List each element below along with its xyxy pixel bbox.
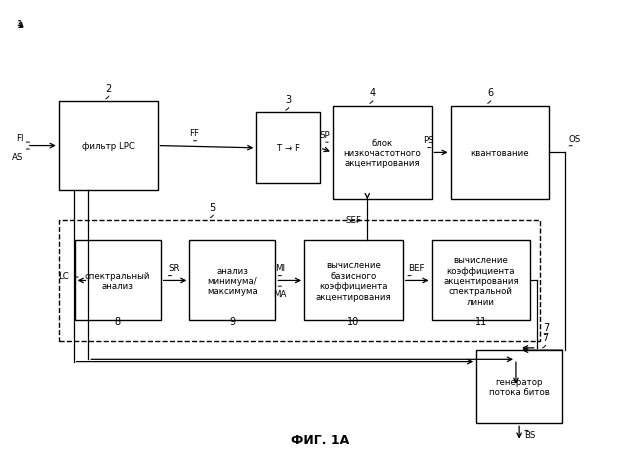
Text: OS: OS (568, 135, 580, 144)
Text: блок
низкочастотного
акцентирования: блок низкочастотного акцентирования (343, 138, 421, 168)
Text: 6: 6 (487, 88, 493, 98)
Text: 11: 11 (475, 316, 487, 326)
Text: T → F: T → F (276, 144, 300, 153)
Text: FI: FI (16, 134, 24, 142)
Text: 8: 8 (115, 316, 121, 326)
Bar (476, 350, 562, 423)
Text: 10: 10 (348, 316, 360, 326)
Text: 1: 1 (17, 20, 24, 30)
Text: ФИГ. 1А: ФИГ. 1А (291, 433, 349, 446)
Bar (256, 113, 320, 184)
Text: MA: MA (273, 289, 287, 298)
Text: SP: SP (319, 130, 330, 140)
Bar (451, 106, 549, 200)
Text: 5: 5 (209, 202, 216, 212)
Text: анализ
минимума/
максимума: анализ минимума/ максимума (207, 266, 258, 296)
Text: SEF: SEF (345, 216, 361, 225)
Text: квантование: квантование (470, 149, 529, 157)
Text: 3: 3 (285, 95, 291, 105)
Text: 9: 9 (229, 316, 236, 326)
Bar (75, 241, 161, 321)
Text: фильтр LPC: фильтр LPC (82, 142, 134, 151)
Text: вычисление
коэффициента
акцентирования
спектральной
линии: вычисление коэффициента акцентирования с… (443, 256, 518, 306)
Bar (431, 241, 531, 321)
Text: 7: 7 (543, 322, 549, 332)
Text: SR: SR (168, 263, 180, 273)
Bar (333, 106, 431, 200)
Text: LC: LC (58, 272, 69, 281)
Text: генератор
потока битов: генератор потока битов (489, 377, 550, 397)
Bar (59, 220, 540, 341)
Text: FF: FF (189, 129, 199, 138)
Text: спектральный
анализ: спектральный анализ (85, 271, 150, 291)
Text: AS: AS (12, 153, 24, 162)
Text: PS: PS (423, 136, 434, 145)
Text: 2: 2 (105, 84, 111, 94)
Text: BEF: BEF (408, 263, 424, 273)
Text: вычисление
базисного
коэффициента
акцентирования: вычисление базисного коэффициента акцент… (316, 261, 391, 301)
Bar (59, 102, 157, 191)
Text: 4: 4 (369, 88, 375, 98)
Bar (189, 241, 275, 321)
Bar (304, 241, 403, 321)
Text: 7: 7 (542, 332, 548, 342)
Text: MI: MI (275, 263, 285, 273)
Text: BS: BS (524, 431, 536, 439)
